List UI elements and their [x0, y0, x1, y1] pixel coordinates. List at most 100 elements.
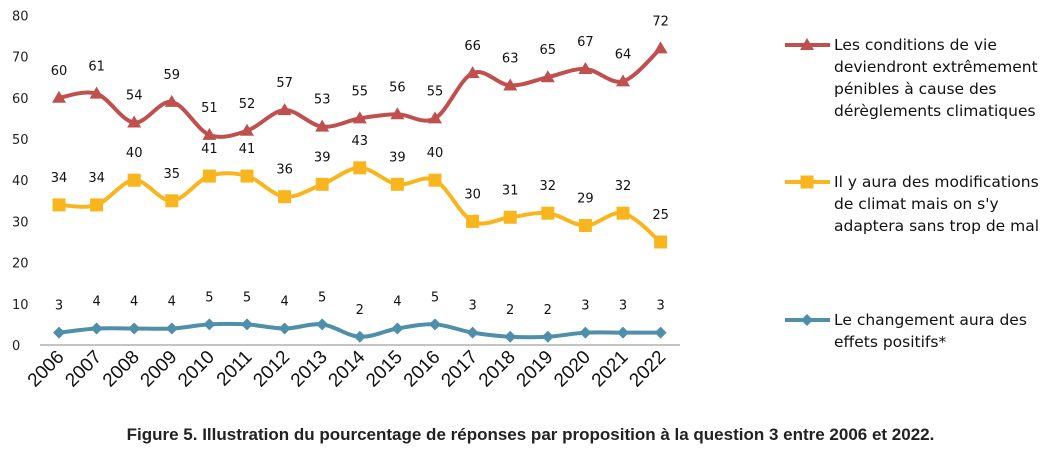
- data-label: 51: [201, 101, 218, 116]
- data-point: [541, 330, 554, 343]
- data-label: 32: [540, 179, 557, 194]
- data-label: 4: [280, 295, 288, 310]
- data-point: [52, 198, 66, 212]
- x-tick-label: 2013: [287, 347, 332, 392]
- data-label: 40: [427, 146, 444, 161]
- data-point: [164, 94, 179, 107]
- data-point: [240, 123, 254, 136]
- y-tick-label: 80: [12, 9, 29, 24]
- y-tick-label: 60: [12, 92, 29, 107]
- data-label: 34: [51, 171, 68, 186]
- data-point: [202, 169, 216, 183]
- data-label: 4: [393, 295, 401, 310]
- data-label: 53: [314, 93, 331, 108]
- data-label: 41: [201, 142, 218, 157]
- data-label: 61: [88, 60, 105, 75]
- data-label: 52: [239, 97, 256, 112]
- data-point: [52, 90, 66, 103]
- data-label: 34: [88, 171, 105, 186]
- data-point: [654, 235, 668, 249]
- x-tick-label: 2021: [588, 347, 633, 392]
- data-point: [315, 119, 330, 132]
- data-label: 4: [92, 295, 100, 310]
- line-chart: 0102030405060708020062007200820092010201…: [12, 9, 1039, 392]
- x-tick-label: 2018: [475, 347, 520, 392]
- data-label: 5: [243, 290, 251, 305]
- data-point: [278, 190, 292, 204]
- data-point: [203, 318, 216, 331]
- series-layer: [52, 41, 668, 343]
- data-point: [503, 210, 517, 224]
- data-point: [165, 322, 178, 335]
- data-label: 67: [577, 35, 594, 50]
- data-label: 3: [468, 299, 476, 314]
- data-point: [617, 326, 629, 339]
- data-point: [654, 326, 667, 339]
- x-tick-label: 2016: [400, 347, 445, 392]
- data-label: 39: [314, 150, 331, 165]
- data-label: 54: [126, 89, 143, 104]
- data-label: 25: [652, 208, 669, 223]
- x-tick-label: 2014: [325, 346, 370, 391]
- data-point: [278, 322, 291, 335]
- data-label: 5: [431, 290, 439, 305]
- data-point: [540, 70, 555, 83]
- data-label: 40: [126, 146, 143, 161]
- data-point: [578, 61, 593, 74]
- data-label: 30: [464, 187, 481, 202]
- data-label: 2: [544, 303, 552, 318]
- data-point: [504, 330, 517, 343]
- legend-label: effets positifs*: [834, 333, 946, 351]
- legend-label: deviendront extrêmement: [834, 58, 1038, 76]
- x-tick-label: 2017: [437, 347, 482, 392]
- x-tick-label: 2011: [213, 347, 257, 391]
- data-point: [579, 326, 592, 339]
- figure-caption: Figure 5. Illustration du pourcentage de…: [126, 425, 935, 444]
- data-point: [428, 111, 442, 124]
- x-tick-label: 2015: [362, 347, 407, 392]
- data-point: [616, 206, 630, 220]
- data-point: [353, 161, 367, 175]
- data-label: 5: [318, 290, 326, 305]
- legend-label: dérèglements climatiques: [834, 102, 1036, 120]
- data-point: [390, 177, 404, 191]
- data-point: [90, 322, 103, 335]
- data-point: [428, 173, 442, 187]
- x-tick-label: 2020: [550, 347, 595, 392]
- data-label: 56: [389, 80, 406, 95]
- data-label: 72: [652, 14, 669, 29]
- data-label: 3: [619, 299, 627, 314]
- data-point: [165, 194, 179, 208]
- legend-label: de climat mais on s'y: [834, 195, 999, 213]
- data-label: 29: [577, 192, 594, 207]
- x-tick-label: 2009: [137, 347, 182, 392]
- x-tick-label: 2010: [174, 347, 219, 392]
- data-point: [315, 177, 329, 191]
- data-label: 39: [389, 150, 406, 165]
- data-point: [352, 111, 367, 124]
- y-tick-label: 40: [12, 174, 29, 189]
- data-label: 35: [164, 167, 181, 182]
- data-point: [240, 169, 254, 183]
- data-point: [616, 74, 630, 87]
- data-point: [53, 326, 65, 339]
- data-label: 3: [656, 299, 664, 314]
- data-label: 63: [502, 51, 519, 66]
- data-label: 2: [356, 303, 364, 318]
- y-tick-label: 30: [12, 215, 29, 230]
- data-point: [503, 78, 518, 91]
- x-tick-label: 2012: [249, 347, 294, 392]
- data-label: 43: [352, 134, 369, 149]
- data-label: 60: [51, 64, 68, 79]
- data-point: [353, 330, 366, 343]
- data-point: [541, 206, 555, 220]
- data-point: [127, 115, 142, 128]
- legend-marker: [801, 314, 813, 326]
- data-point: [128, 322, 141, 335]
- data-point: [466, 214, 480, 228]
- data-label: 3: [55, 299, 63, 314]
- data-point: [202, 127, 217, 140]
- data-point: [578, 219, 592, 233]
- series-line: [57, 165, 663, 244]
- data-point: [316, 318, 329, 331]
